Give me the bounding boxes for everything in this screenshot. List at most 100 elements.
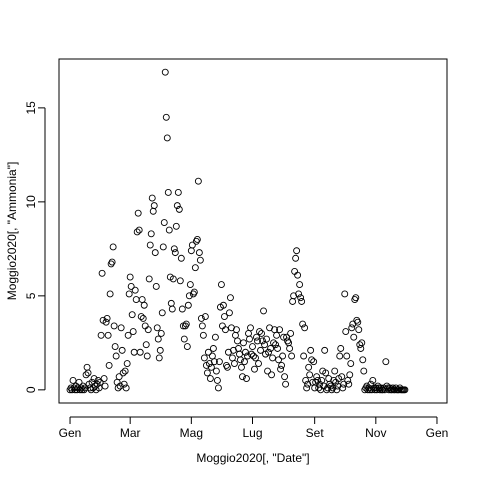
data-point <box>135 226 143 234</box>
data-point <box>303 384 311 392</box>
data-point <box>161 68 169 76</box>
x-tick-label: Mar <box>120 426 141 440</box>
data-point <box>98 269 106 277</box>
y-axis: 0 5 10 15 <box>24 101 46 393</box>
data-point <box>184 301 192 309</box>
data-point <box>191 264 199 272</box>
plot-frame <box>58 58 448 404</box>
data-point <box>128 311 136 319</box>
data-point <box>194 177 202 185</box>
data-point <box>125 290 133 298</box>
data-point <box>109 243 117 251</box>
data-point <box>154 335 162 343</box>
data-point <box>147 230 155 238</box>
data-point <box>305 363 313 371</box>
data-point <box>153 324 161 332</box>
data-point <box>126 273 134 281</box>
data-point <box>146 241 154 249</box>
data-point <box>277 365 285 373</box>
data-point <box>340 380 348 388</box>
data-point <box>310 358 318 366</box>
data-point <box>168 305 176 313</box>
data-point <box>275 356 283 364</box>
data-point <box>352 294 360 302</box>
data-point <box>180 335 188 343</box>
data-point <box>173 202 181 210</box>
data-point <box>206 375 214 383</box>
data-point <box>197 314 205 322</box>
data-point <box>342 328 350 336</box>
data-point <box>214 384 222 392</box>
data-point <box>255 360 262 367</box>
data-point <box>103 314 111 322</box>
data-point <box>112 352 120 360</box>
data-point <box>144 326 152 334</box>
data-point <box>115 373 123 381</box>
data-point <box>272 341 280 349</box>
data-points <box>66 68 409 394</box>
x-tick-label: Mag <box>180 426 203 440</box>
data-point <box>124 331 132 339</box>
data-point <box>219 301 227 309</box>
data-point <box>190 288 198 296</box>
data-point <box>301 324 309 332</box>
x-tick-label: Nov <box>365 426 386 440</box>
data-point <box>339 384 347 392</box>
data-point <box>119 369 127 377</box>
x-tick-label: Lug <box>242 426 262 440</box>
y-axis-label: Moggio2020[, "Ammonia"] <box>5 162 19 301</box>
data-point <box>263 335 270 343</box>
data-point <box>156 346 164 354</box>
data-point <box>237 356 244 364</box>
data-point <box>295 290 303 298</box>
y-tick-label: 5 <box>24 292 38 299</box>
data-point <box>84 369 92 377</box>
data-point <box>150 202 158 210</box>
data-point <box>155 354 163 362</box>
data-point <box>345 380 353 388</box>
data-point <box>121 367 129 375</box>
data-point <box>105 361 113 369</box>
data-point <box>299 320 307 328</box>
data-point <box>343 352 351 360</box>
data-point <box>118 346 126 354</box>
data-point <box>358 339 366 347</box>
data-point <box>196 256 204 264</box>
data-point <box>240 339 247 347</box>
data-point <box>186 281 194 289</box>
data-point <box>143 352 151 360</box>
data-point <box>203 369 211 377</box>
data-point <box>204 348 212 356</box>
data-point <box>82 371 90 379</box>
data-point <box>163 134 171 142</box>
data-point <box>175 205 183 213</box>
data-point <box>100 375 108 383</box>
data-point <box>148 194 156 202</box>
data-point <box>171 249 179 257</box>
data-point <box>104 331 112 339</box>
data-point <box>162 113 170 121</box>
data-point <box>331 367 339 375</box>
data-point <box>348 324 356 332</box>
data-point <box>106 290 114 298</box>
data-point <box>270 339 277 347</box>
data-point <box>298 298 306 305</box>
data-point <box>198 322 206 330</box>
data-point <box>382 358 390 366</box>
data-point <box>256 328 263 336</box>
data-point <box>87 386 95 394</box>
data-point <box>157 330 165 337</box>
x-axis: Gen Mar Mag Lug Set Nov Gen <box>59 416 448 440</box>
x-axis-label: Moggio2020[, "Date"] <box>196 451 309 465</box>
data-point <box>223 363 231 371</box>
data-point <box>258 330 265 337</box>
data-point <box>195 249 203 257</box>
data-point <box>217 281 225 289</box>
data-point <box>122 384 130 392</box>
data-point <box>140 301 148 309</box>
data-point <box>346 371 354 379</box>
data-point <box>280 333 288 341</box>
data-point <box>273 331 281 339</box>
